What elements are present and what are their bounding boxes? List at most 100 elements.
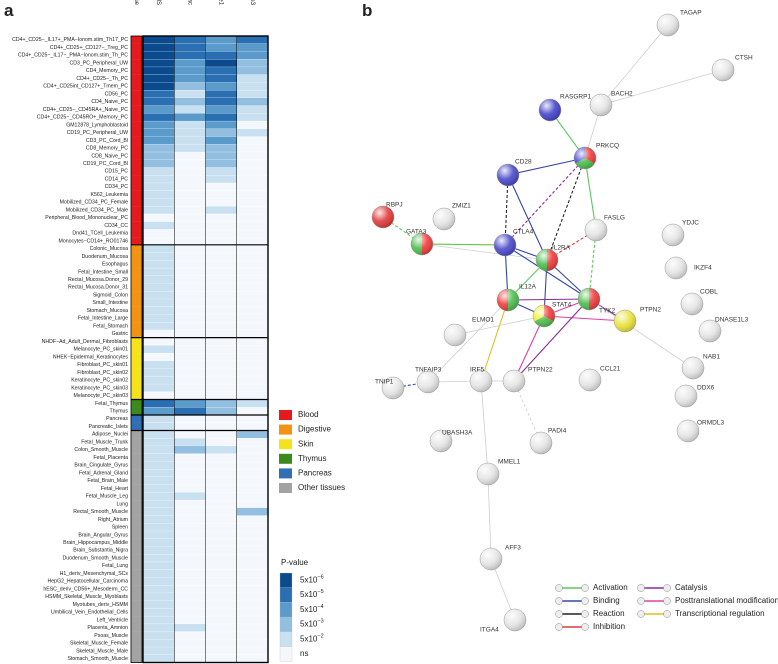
heat-cell	[142, 438, 175, 447]
tissue-cell	[131, 97, 142, 106]
heat-cell	[236, 600, 269, 609]
tissue-cell	[131, 74, 142, 83]
node-gloss	[538, 98, 562, 122]
network-edge	[600, 24, 669, 106]
heat-cell	[205, 190, 238, 199]
heat-cell	[236, 59, 269, 68]
heat-cell	[142, 469, 175, 478]
heat-cell	[236, 136, 269, 145]
heat-cell	[205, 585, 238, 594]
row-label: Fetal_Lung	[102, 563, 128, 569]
heat-cell	[174, 82, 206, 91]
heat-cell	[174, 128, 206, 137]
row-label: Right_Atrium	[98, 517, 128, 523]
heat-cell	[236, 43, 269, 52]
heat-cell	[142, 515, 175, 524]
node-gloss	[698, 319, 722, 343]
node-gloss	[381, 376, 405, 400]
heat-cell	[142, 198, 175, 207]
heat-cell	[142, 213, 175, 222]
heat-cell	[205, 298, 238, 308]
tissue-cell	[131, 353, 142, 362]
heat-cell	[174, 113, 206, 122]
heat-cell	[205, 136, 238, 145]
heat-cell	[142, 554, 175, 563]
tissue-cell	[131, 368, 142, 377]
node-label: IL12A	[519, 284, 537, 291]
heat-cell	[174, 329, 206, 338]
tissue-cell	[131, 268, 142, 276]
heat-cell	[174, 144, 206, 153]
row-label: Skeletal_Muscle_Female	[70, 641, 128, 647]
heat-cell	[236, 105, 269, 114]
legend-label: Transcriptional regulation	[675, 609, 765, 618]
tissue-cell	[131, 175, 142, 184]
heat-cell	[205, 523, 238, 532]
heat-cell	[236, 383, 269, 393]
row-label: CD4+_CD25−_IL17+_PMA−Ionom.stim_Th17_PC	[12, 37, 128, 43]
network-edge	[427, 299, 509, 383]
heat-cell	[174, 476, 206, 485]
heat-cell	[174, 159, 206, 168]
heat-cell	[174, 608, 206, 617]
heat-cell	[236, 414, 269, 424]
heat-cell	[236, 82, 269, 91]
heat-cell	[174, 615, 206, 625]
heat-cell	[236, 283, 269, 292]
heat-cell	[205, 322, 238, 331]
tissue-cell	[131, 608, 142, 617]
legend-swatch	[279, 572, 293, 588]
heat-cell	[142, 383, 175, 393]
heat-cell	[174, 577, 206, 586]
row-label: CD3_PC_Peripheral_UW	[69, 60, 128, 66]
heat-cell	[236, 422, 269, 431]
row-label: Fetal_Intestine_Small	[78, 269, 128, 275]
network-edge	[507, 157, 586, 176]
node-gloss	[432, 207, 456, 231]
heat-cell	[174, 453, 206, 462]
row-label: Skeletal_Muscle_Male	[76, 648, 128, 654]
tissue-cell	[131, 507, 142, 516]
tissue-cell	[131, 345, 142, 354]
network-edge	[543, 315, 626, 322]
heat-cell	[142, 175, 175, 184]
row-label: Stomach_Mucosa	[86, 308, 128, 314]
tissue-cell	[131, 438, 142, 447]
heat-cell	[236, 236, 269, 246]
legend-swatch	[279, 410, 292, 420]
heat-cell	[142, 229, 175, 238]
heat-cell	[174, 376, 206, 385]
heat-cell	[142, 35, 175, 45]
heat-cell	[142, 430, 175, 439]
legend-swatch	[279, 453, 292, 464]
heat-cell	[236, 352, 269, 362]
legend-label-exponent: −4	[317, 604, 323, 610]
heat-cell	[205, 267, 238, 277]
row-label: CD56_PC	[105, 91, 129, 97]
node-gloss	[443, 323, 467, 347]
legend-swatch	[279, 646, 293, 662]
row-label: Placenta_Amnion	[87, 625, 128, 631]
heat-cell	[205, 438, 238, 447]
row-label: Peripheral_Blood_Mononuclear_PC	[45, 215, 128, 221]
heat-cell	[236, 213, 269, 222]
heat-cell	[174, 352, 206, 362]
row-label: Fetal_Thymus	[95, 401, 128, 407]
node-gloss	[577, 287, 601, 311]
heat-cell	[236, 275, 269, 284]
heat-cell	[142, 43, 175, 52]
heat-cell	[205, 90, 238, 99]
heat-cell	[174, 306, 206, 315]
tissue-cell	[131, 616, 142, 625]
tissue-cell	[131, 90, 142, 99]
heat-cell	[174, 167, 206, 176]
legend-label: ns	[300, 649, 308, 658]
tissue-cell	[131, 422, 142, 431]
row-label: H1_deriv_Mesenchymal_SCs	[60, 571, 129, 577]
tissue-cell	[131, 407, 142, 416]
heat-cell	[236, 229, 269, 238]
legend-label-base: 5x10	[300, 634, 318, 643]
network-edge	[454, 315, 545, 336]
tissue-cell	[131, 82, 142, 91]
heat-cell	[142, 577, 175, 586]
